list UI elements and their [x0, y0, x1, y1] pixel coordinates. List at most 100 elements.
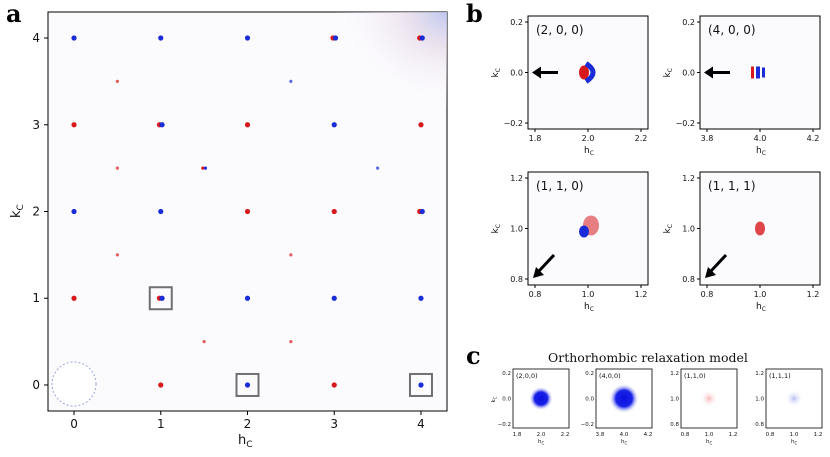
x-tick-label-1: 1	[157, 417, 165, 431]
arrow-head-1	[704, 66, 713, 79]
zoom-3-y-tick-label-2: 1.2	[682, 174, 695, 183]
model-1-x-tick-label-1: 4.0	[620, 432, 629, 438]
arrow-shaft-2	[537, 253, 556, 273]
model-0-xlabel: hC	[538, 439, 545, 446]
arrow-head-3	[705, 267, 716, 278]
model-3-x-tick-label-1: 1.0	[790, 432, 799, 438]
zoom-subplot-0: (2, 0, 0) 1.8 2.0 2.2 −0.2 0.0 0.2 hC kC	[491, 15, 649, 157]
zoom-2-y-tick-label-0: 0.8	[510, 275, 523, 284]
zoom-3-xlabel: hC	[756, 302, 766, 313]
zoom-signal-pos-1	[751, 66, 754, 79]
model-label-2: (1,1,0)	[684, 372, 706, 380]
peak-2	[244, 35, 251, 41]
peak-7	[71, 122, 77, 128]
highlight-box-1	[235, 372, 260, 397]
zoom-3-x-tick-label-0: 0.8	[701, 290, 714, 299]
model-subplot-0: (2,0,0) 1.8 2.0 2.2 −0.2 0.0 0.2 hC kC	[491, 368, 570, 446]
model-0-y-tick-label-1: 0.0	[502, 397, 511, 403]
model-label-3: (1,1,1)	[769, 372, 791, 380]
peak-27	[202, 340, 206, 344]
highlight-box-2	[408, 372, 433, 397]
model-3-y-tick-label-2: 1.2	[755, 371, 764, 377]
zoom-3-x-tick-label-2: 1.2	[807, 290, 820, 299]
model-0-y-tick-label-0: −0.2	[498, 422, 511, 428]
model-2-x-tick-label-2: 1.2	[729, 432, 738, 438]
model-3-y-tick-label-1: 1.0	[755, 397, 764, 403]
peak-17	[244, 208, 251, 215]
panel-c-title: Orthorhombic relaxation model	[548, 350, 748, 365]
peak-1	[158, 35, 164, 41]
zoom-label-3: (1, 1, 1)	[708, 179, 756, 193]
zoom-2-xlabel: hC	[584, 302, 594, 313]
peak-14	[376, 166, 380, 170]
peak-10	[331, 122, 337, 128]
peak-3-neg	[332, 35, 339, 41]
model-subplot-3: (1,1,1) 0.8 1.0 1.2 0.8 1.0 1.2 hC	[755, 368, 823, 446]
zoom-2-y-tick-label-1: 1.0	[510, 225, 523, 234]
peak-13-neg	[203, 166, 208, 170]
zoom-1-x-tick-label-1: 4.0	[754, 134, 767, 143]
zoom-3-ylabel: kC	[663, 224, 674, 233]
peak-24	[244, 295, 251, 301]
zoom-label-1: (4, 0, 0)	[708, 23, 756, 37]
peak-6	[289, 79, 293, 83]
panel-a-ticks: 0 1 2 3 4 0 1 2 3 4	[32, 31, 424, 431]
zoom-1-ylabel: kC	[663, 68, 674, 77]
peak-22	[71, 295, 77, 301]
panel-a-heatmap: 0 1 2 3 4 0 1 2 3 4 hC kC	[9, 11, 448, 450]
model-2-y-tick-label-1: 1.0	[670, 397, 679, 403]
model-3-x-tick-label-0: 0.8	[766, 432, 775, 438]
highlight-box-0	[148, 286, 173, 311]
zoom-1-xlabel: hC	[756, 146, 766, 157]
panel-letter-b: b	[466, 0, 483, 28]
zoom-0-x-tick-label-0: 1.8	[529, 134, 542, 143]
peak-13-pos	[201, 166, 205, 170]
model-1-y-tick-label-1: 0.0	[585, 397, 594, 403]
zoom-1-x-tick-label-2: 4.2	[807, 134, 820, 143]
zoom-1-y-tick-label-2: 0.2	[682, 18, 695, 27]
zoom-subplot-3: (1, 1, 1) 0.8 1.0 1.2 0.8 1.0 1.2 hC kC	[663, 171, 821, 313]
zoom-0-y-tick-label-1: 0.0	[510, 69, 523, 78]
model-0-x-tick-label-0: 1.8	[513, 432, 522, 438]
y-tick-label-0: 0	[32, 378, 40, 392]
zoom-label-2: (1, 1, 0)	[536, 179, 584, 193]
model-2-x-tick-label-0: 0.8	[681, 432, 690, 438]
peak-9	[244, 122, 251, 128]
peak-0	[71, 35, 77, 41]
arrow-shaft-3	[709, 253, 728, 273]
zoom-signal-pos-0	[579, 65, 589, 80]
model-subplot-1: (4,0,0) 3.8 4.0 4.2 −0.2 0.0 0.2 hC	[581, 368, 653, 446]
model-3-x-tick-label-2: 1.2	[814, 432, 823, 438]
model-2-y-tick-label-0: 0.8	[670, 422, 679, 428]
zoom-3-y-tick-label-0: 0.8	[682, 275, 695, 284]
model-0-x-tick-label-2: 2.2	[561, 432, 570, 438]
zoom-1-x-tick-label-0: 3.8	[701, 134, 714, 143]
model-label-1: (4,0,0)	[599, 372, 621, 380]
peak-4-neg	[419, 35, 425, 41]
zoom-signal-neg2-1	[762, 67, 765, 78]
model-3-y-tick-label-0: 0.8	[755, 422, 764, 428]
zoom-signal-neg-1	[756, 66, 760, 79]
model-0-y-tick-label-2: 0.2	[502, 371, 511, 377]
peak-31	[331, 382, 337, 388]
peak-25	[331, 295, 337, 301]
zoom-2-x-tick-label-1: 1.0	[582, 290, 595, 299]
peak-5	[115, 79, 119, 83]
panel-c-model: (2,0,0) 1.8 2.0 2.2 −0.2 0.0 0.2 hC kC (4,0,0) 3.8…	[491, 368, 823, 446]
peak-19-neg	[419, 208, 425, 215]
model-1-x-tick-label-0: 3.8	[596, 432, 605, 438]
model-2-y-tick-label-2: 1.2	[670, 371, 679, 377]
model-1-xlabel: hC	[621, 439, 628, 446]
zoom-0-y-tick-label-2: 0.2	[510, 18, 523, 27]
arrow-head-2	[533, 267, 544, 278]
model-signal-3	[785, 389, 803, 408]
model-1-y-tick-label-2: 0.2	[585, 371, 594, 377]
peak-32	[418, 382, 424, 388]
x-tick-label-2: 2	[244, 417, 252, 431]
model-1-x-tick-label-2: 4.2	[644, 432, 653, 438]
peak-12	[115, 166, 119, 170]
zoom-3-x-tick-label-1: 1.0	[754, 290, 767, 299]
panel-a-xlabel: hC	[238, 433, 253, 450]
